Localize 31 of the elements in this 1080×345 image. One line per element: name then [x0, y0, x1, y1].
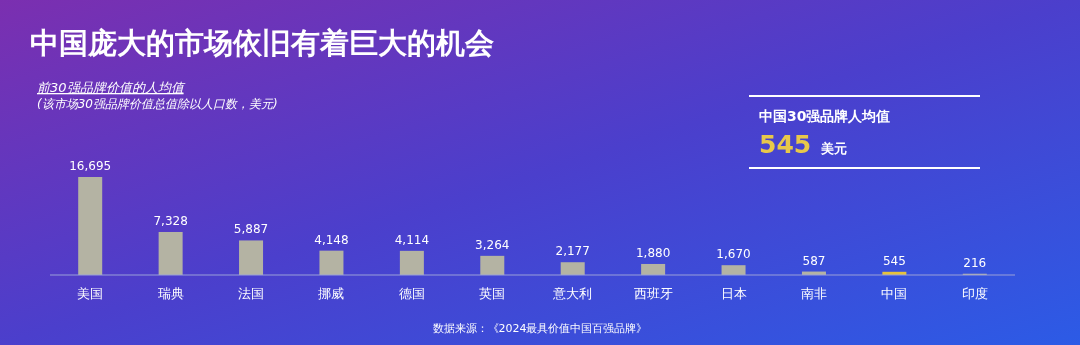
- data-label: 3,264: [475, 237, 510, 252]
- data-label: 1,670: [716, 247, 751, 262]
- chart-subtitle: 前30强品牌价值的人均值: [37, 80, 186, 95]
- x-tick-label: 德国: [398, 286, 425, 301]
- x-tick-label: 英国: [479, 286, 506, 301]
- x-tick-label: 西班牙: [633, 286, 673, 301]
- data-label: 4,148: [314, 232, 349, 247]
- data-label: 16,695: [69, 159, 112, 173]
- data-label: 5,887: [233, 222, 269, 237]
- data-label: 1,880: [635, 245, 671, 260]
- data-label: 216: [963, 255, 987, 270]
- data-label: 2,177: [555, 244, 590, 259]
- source-note: 数据来源：《2024最具价值中国百强品牌》: [432, 322, 648, 335]
- x-tick-label: 南非: [800, 286, 827, 301]
- data-label: 7,328: [153, 213, 188, 228]
- text: 中国30强品牌人均值: [759, 108, 891, 124]
- x-tick-label: 印度: [961, 286, 988, 301]
- x-tick-label: 挪威: [318, 286, 345, 301]
- x-tick-label: 美国: [77, 286, 104, 301]
- chart-title: 中国庞大的市场依旧有着巨大的机会: [30, 26, 494, 60]
- x-tick-label: 法国: [238, 286, 265, 301]
- x-tick-label: 意大利: [552, 286, 593, 301]
- text: 美元: [820, 141, 848, 156]
- text: 545: [759, 130, 812, 159]
- data-label: 587: [802, 253, 826, 268]
- data-label: 545: [882, 253, 906, 268]
- x-tick-label: 瑞典: [157, 286, 184, 301]
- x-tick-label: 中国: [881, 286, 908, 301]
- x-tick-label: 日本: [720, 286, 747, 301]
- data-label: 4,114: [394, 232, 430, 247]
- text: (该市场30强品牌价值总值除以人口数，美元): [37, 97, 278, 111]
